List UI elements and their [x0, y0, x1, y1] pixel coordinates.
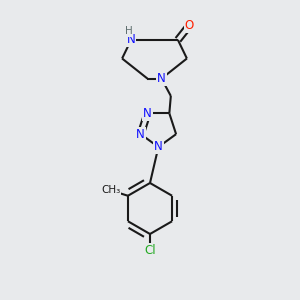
Text: Cl: Cl	[144, 244, 156, 257]
Text: H: H	[125, 26, 133, 37]
Text: N: N	[143, 107, 152, 120]
Text: N: N	[136, 128, 145, 141]
Text: N: N	[154, 140, 163, 154]
Text: N: N	[127, 33, 136, 46]
Text: O: O	[185, 19, 194, 32]
Text: N: N	[157, 72, 166, 85]
Text: CH₃: CH₃	[101, 185, 120, 195]
